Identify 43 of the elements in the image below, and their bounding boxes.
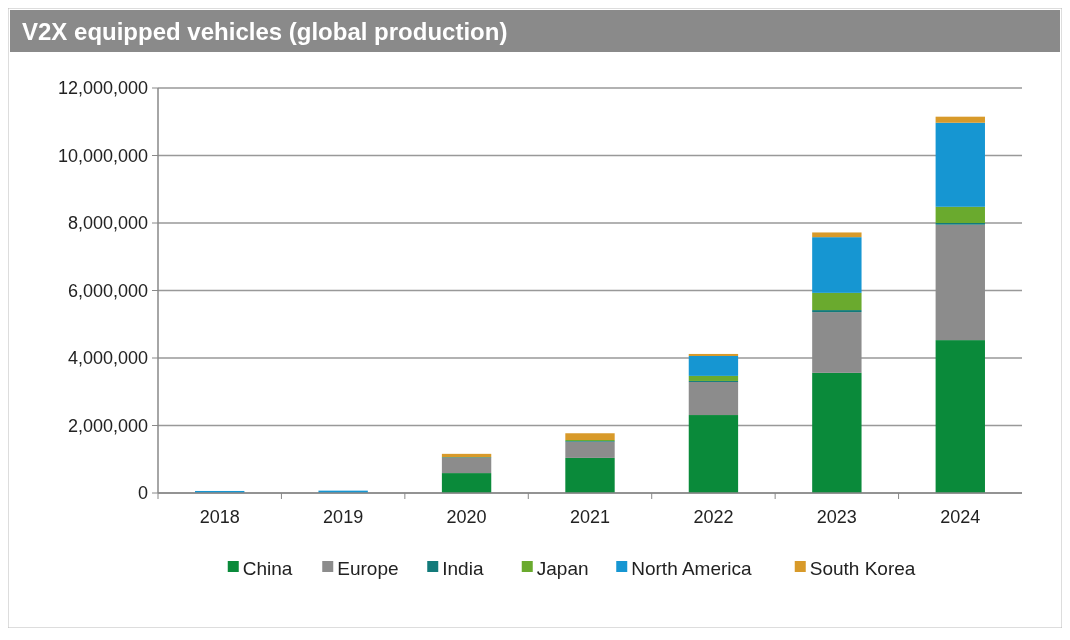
bar — [935, 116, 985, 123]
legend-label: Europe — [337, 557, 399, 579]
x-tick-label: 2020 — [446, 507, 487, 527]
bar — [565, 441, 615, 458]
bar — [688, 375, 739, 381]
x-tick-label: 2021 — [569, 507, 611, 527]
bar — [812, 292, 862, 311]
bar — [935, 122, 985, 207]
bar — [812, 312, 862, 373]
bar — [688, 353, 739, 356]
y-tick-label: 0 — [137, 483, 148, 504]
bar — [688, 381, 739, 416]
legend-label: North America — [631, 557, 753, 579]
bar — [935, 224, 985, 341]
bar — [812, 237, 862, 293]
bar — [688, 415, 739, 493]
y-tick-label: 12,000,000 — [57, 78, 148, 99]
bar — [441, 473, 492, 493]
x-tick-label: 2023 — [816, 507, 857, 527]
bar — [441, 453, 492, 458]
bar — [812, 310, 862, 313]
legend-label: India — [442, 557, 484, 579]
legend-label: South Korea — [809, 557, 916, 579]
bar — [812, 232, 862, 238]
bar — [565, 457, 615, 493]
legend-label: China — [242, 557, 293, 579]
bar — [812, 372, 862, 493]
x-tick-label: 2018 — [199, 507, 240, 527]
bar — [935, 206, 985, 223]
x-tick-label: 2022 — [693, 507, 734, 527]
bar — [688, 355, 739, 376]
bar — [935, 340, 985, 493]
x-tick-label: 2019 — [323, 507, 364, 527]
bar — [565, 433, 615, 441]
y-tick-label: 4,000,000 — [67, 348, 148, 369]
y-tick-label: 2,000,000 — [67, 415, 148, 436]
y-tick-label: 10,000,000 — [57, 145, 148, 166]
y-tick-label: 8,000,000 — [67, 213, 148, 234]
chart-title: V2X equipped vehicles (global production) — [22, 18, 508, 45]
x-tick-label: 2024 — [940, 507, 981, 527]
y-tick-label: 6,000,000 — [67, 280, 148, 301]
legend-label: Japan — [536, 557, 589, 579]
bar — [441, 457, 492, 474]
